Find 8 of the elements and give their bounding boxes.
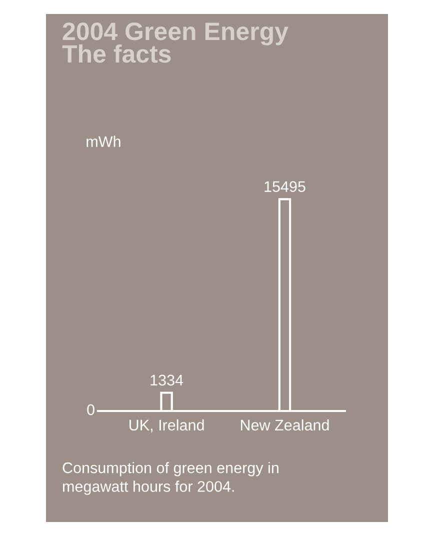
text: Consumption of green energy in megawatt hours for 2004. — [62, 462, 278, 495]
x-tick-label: UK, Ireland — [130, 419, 204, 432]
x-tick-label: New Zealand — [240, 419, 329, 431]
chart-title: 2004 Green Energy The facts — [62, 22, 288, 63]
y-axis-title: mWh — [86, 136, 120, 147]
data-label: 15495 — [264, 181, 306, 192]
data-label: 1334 — [150, 374, 184, 386]
text: 0 — [87, 404, 94, 416]
